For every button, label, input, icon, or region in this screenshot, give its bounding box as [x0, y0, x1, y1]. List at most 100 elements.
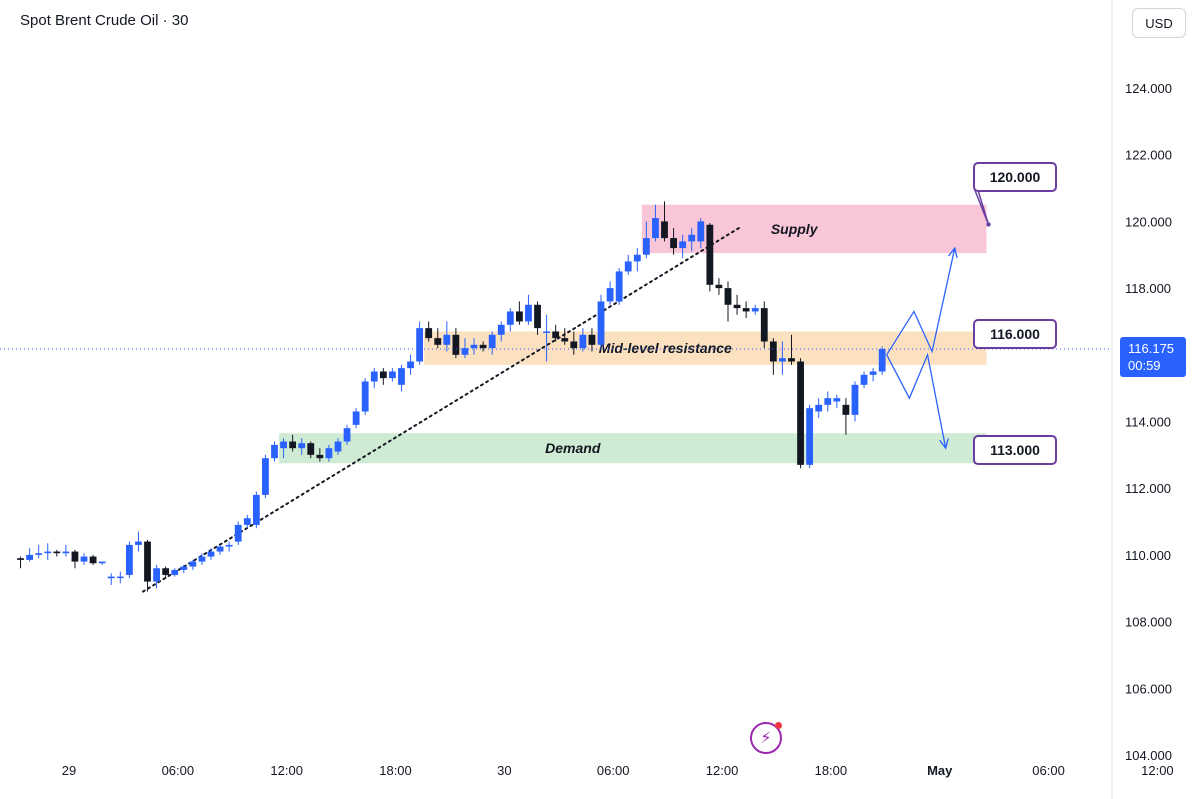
- candle: [434, 328, 442, 349]
- candle: [289, 434, 297, 452]
- candle: [624, 254, 632, 275]
- candle: [715, 278, 723, 295]
- zone-label: Mid-level resistance: [599, 340, 732, 356]
- candle-body: [44, 551, 52, 554]
- candle-body: [271, 444, 278, 459]
- candle-body: [525, 304, 532, 322]
- candle: [815, 398, 823, 419]
- candle: [506, 308, 514, 332]
- candle-body: [407, 361, 414, 369]
- candle: [53, 549, 61, 557]
- candle: [280, 438, 287, 459]
- candle: [842, 398, 850, 435]
- candle-body: [135, 541, 142, 545]
- candle-body: [443, 334, 451, 345]
- x-tick-label: 29: [62, 763, 76, 778]
- candle-body: [543, 331, 550, 333]
- candle-body: [379, 371, 387, 379]
- candle: [153, 564, 160, 589]
- x-tick-label: 06:00: [597, 763, 630, 778]
- candle-body: [769, 341, 777, 362]
- trendline-layer: [141, 225, 743, 593]
- candle: [706, 223, 714, 292]
- candle-body: [606, 288, 614, 302]
- candle: [570, 331, 578, 355]
- candle: [343, 424, 351, 445]
- candle: [107, 573, 115, 585]
- candle-body: [561, 338, 569, 342]
- candle: [724, 281, 732, 322]
- candle: [325, 444, 333, 462]
- candle-body: [71, 551, 79, 562]
- candle-body: [534, 304, 541, 329]
- candle-body: [488, 334, 496, 349]
- projection-arrows-layer: [0, 246, 1112, 450]
- candle-body: [280, 441, 287, 449]
- callout-120[interactable]: 120.000: [973, 162, 1057, 193]
- projection-arrowhead-1: [939, 438, 949, 450]
- callout-116[interactable]: 116.000: [973, 318, 1057, 349]
- candle-body: [289, 441, 297, 449]
- candle: [552, 324, 560, 342]
- candle-body: [116, 576, 124, 579]
- candle: [389, 368, 396, 382]
- candle: [470, 338, 478, 355]
- candle-body: [334, 441, 342, 452]
- notification-dot: [775, 722, 782, 729]
- candle: [80, 553, 88, 565]
- candle: [62, 544, 70, 557]
- candle: [44, 543, 52, 560]
- candle-body: [80, 556, 88, 562]
- last-price-tag: 116.175 00:59: [1120, 336, 1186, 377]
- candle: [26, 548, 34, 562]
- candle: [742, 301, 750, 319]
- candle: [851, 381, 859, 422]
- candle: [534, 301, 541, 335]
- candle: [98, 561, 106, 565]
- candle-body: [171, 569, 179, 575]
- candle-body: [742, 308, 750, 312]
- candle: [298, 438, 306, 455]
- candle-body: [706, 224, 714, 285]
- candle-body: [425, 328, 433, 339]
- currency-button[interactable]: USD: [1132, 8, 1186, 38]
- candle: [207, 548, 215, 560]
- candle: [797, 358, 804, 469]
- candle: [633, 248, 641, 272]
- candle: [788, 334, 795, 365]
- candle: [760, 301, 768, 349]
- candle-body: [615, 271, 623, 302]
- y-tick-label: 104.000: [1125, 748, 1172, 763]
- candle: [407, 354, 414, 375]
- candle: [488, 331, 496, 355]
- candle-body: [733, 304, 741, 309]
- candle-body: [697, 221, 705, 242]
- candle-body: [552, 331, 560, 339]
- y-tick-label: 122.000: [1125, 148, 1172, 163]
- candle-body: [878, 348, 886, 372]
- candle: [225, 541, 233, 552]
- candle-body: [860, 374, 868, 385]
- candle-body: [361, 381, 369, 412]
- candle-body: [325, 448, 333, 459]
- candle: [733, 294, 741, 315]
- candle-body: [307, 443, 315, 455]
- callout-113[interactable]: 113.000: [973, 434, 1057, 465]
- candle-body: [842, 404, 850, 415]
- candle: [17, 556, 24, 569]
- candle-body: [724, 288, 732, 305]
- candle-body: [588, 334, 596, 345]
- chart-title: Spot Brent Crude Oil · 30: [20, 12, 189, 29]
- candle: [860, 371, 868, 389]
- candle: [869, 368, 877, 382]
- y-tick-label: 120.000: [1125, 214, 1172, 229]
- candle: [234, 521, 242, 545]
- candle: [642, 221, 650, 259]
- candle-body: [751, 308, 759, 312]
- candle: [833, 394, 841, 409]
- x-tick-label: 12:00: [270, 763, 303, 778]
- candle: [515, 301, 523, 325]
- zone-2: [279, 433, 987, 464]
- lightning-icon[interactable]: ⚡: [750, 722, 782, 754]
